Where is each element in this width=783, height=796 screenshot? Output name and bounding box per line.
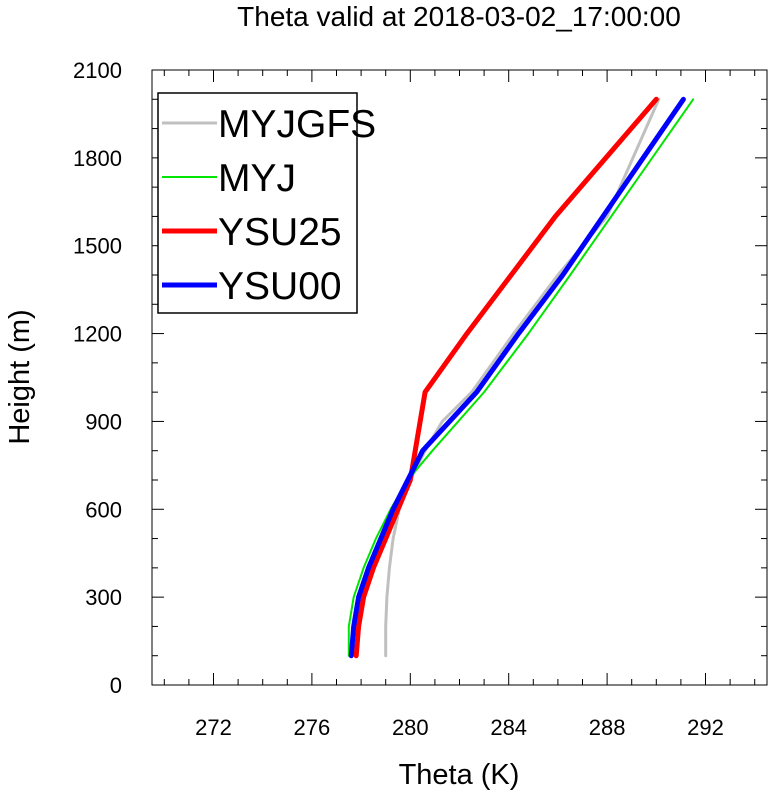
x-axis-label: Theta (K) (399, 759, 520, 791)
legend-label-myjgfs: MYJGFS (218, 103, 376, 146)
y-tick-label: 300 (85, 585, 122, 610)
series-line-myjgfs (384, 97, 661, 658)
series-line-ysu25 (353, 96, 659, 659)
y-axis-label: Height (m) (4, 309, 36, 444)
x-tick-label: 288 (589, 715, 626, 740)
x-tick-label: 292 (687, 715, 724, 740)
legend-box (157, 92, 358, 314)
y-tick-label: 1200 (73, 322, 122, 347)
series-line-myj (347, 98, 695, 657)
x-tick-label: 272 (195, 715, 232, 740)
y-tick-label: 600 (85, 497, 122, 522)
x-tick-label: 284 (490, 715, 527, 740)
y-tick-label: 0 (110, 673, 122, 698)
series-line-ysu00 (348, 96, 686, 659)
y-tick-label: 2100 (73, 58, 122, 83)
legend-label-ysu25: YSU25 (218, 211, 342, 254)
x-tick-label: 280 (392, 715, 429, 740)
y-tick-label: 900 (85, 409, 122, 434)
y-tick-label: 1500 (73, 234, 122, 259)
x-tick-label: 276 (294, 715, 331, 740)
chart-title: Theta valid at 2018-03-02_17:00:00 (237, 1, 681, 32)
legend-label-ysu00: YSU00 (218, 265, 342, 308)
y-tick-label: 1800 (73, 146, 122, 171)
plot-area: 272 276 280 284 288 292 0 300 600 900 1200 1500 1800… (73, 58, 768, 740)
legend-label-myj: MYJ (218, 157, 296, 200)
